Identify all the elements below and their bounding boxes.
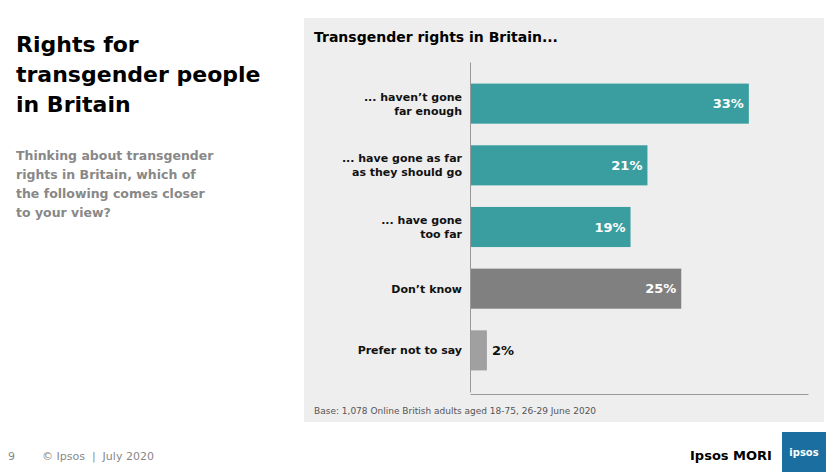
data-labels: 33% 21% 19% 25% 2% (492, 96, 744, 358)
chart: Rights for transgender people in Britain Th… (0, 0, 832, 476)
category-label-line: too far (420, 228, 462, 241)
category-label: ... haven’t gonefar enough (364, 90, 462, 117)
bar (470, 84, 749, 124)
data-label: 25% (645, 281, 676, 296)
bar (470, 269, 681, 309)
category-label-line: ... have gone as far (342, 152, 463, 165)
category-label-line: Don’t know (391, 282, 462, 295)
x-axis (471, 394, 809, 395)
y-axis-line (470, 63, 471, 393)
page-number: 9 (8, 450, 15, 463)
bar (470, 330, 487, 370)
category-label: ... have gonetoo far (381, 214, 462, 241)
data-label: 33% (713, 96, 744, 111)
bar (470, 207, 631, 247)
base-note: Base: 1,078 Online British adults aged 1… (314, 406, 596, 416)
data-label: 19% (594, 220, 625, 235)
category-label: Don’t know (391, 282, 462, 295)
logo-box (782, 432, 826, 472)
y-axis: ... haven’t gonefar enough ... have gone … (342, 63, 471, 393)
category-label: ... have gone as faras they should go (342, 152, 463, 179)
y-tick: Prefer not to say (358, 344, 462, 357)
x-axis-line (471, 394, 809, 395)
panel-background (304, 18, 824, 422)
data-label: 21% (611, 158, 642, 173)
data-label: 2% (492, 343, 514, 358)
y-tick: Don’t know (391, 282, 462, 295)
category-label-line: Prefer not to say (358, 344, 462, 357)
chart-title: Transgender rights in Britain... (314, 29, 558, 45)
bars (470, 84, 749, 371)
title-line: Rights for (16, 32, 139, 57)
subtitle-line: the following comes closer (16, 186, 205, 201)
subtitle: Thinking about transgender rights in Brit… (16, 148, 214, 220)
bar (470, 145, 647, 185)
y-tick: ... haven’t gonefar enough (364, 90, 462, 117)
subtitle-line: rights in Britain, which of (16, 167, 196, 182)
category-label-line: as they should go (352, 166, 462, 179)
category-label-line: ... have gone (381, 214, 462, 227)
subtitle-line: Thinking about transgender (16, 148, 214, 163)
brand: Ipsos MORI (690, 448, 772, 463)
logo-text: ipsos (789, 447, 818, 458)
category-label-line: far enough (394, 104, 462, 117)
category-label-line: ... haven’t gone (364, 90, 462, 103)
subtitle-line: to your view? (16, 205, 111, 220)
category-label: Prefer not to say (358, 344, 462, 357)
copyright: © Ipsos | July 2020 (42, 450, 154, 463)
title-line: transgender people (16, 62, 260, 87)
title-line: in Britain (16, 92, 131, 117)
y-tick: ... have gonetoo far (381, 214, 462, 241)
y-tick: ... have gone as faras they should go (342, 152, 463, 179)
title: Rights for transgender people in Britain (16, 32, 260, 117)
